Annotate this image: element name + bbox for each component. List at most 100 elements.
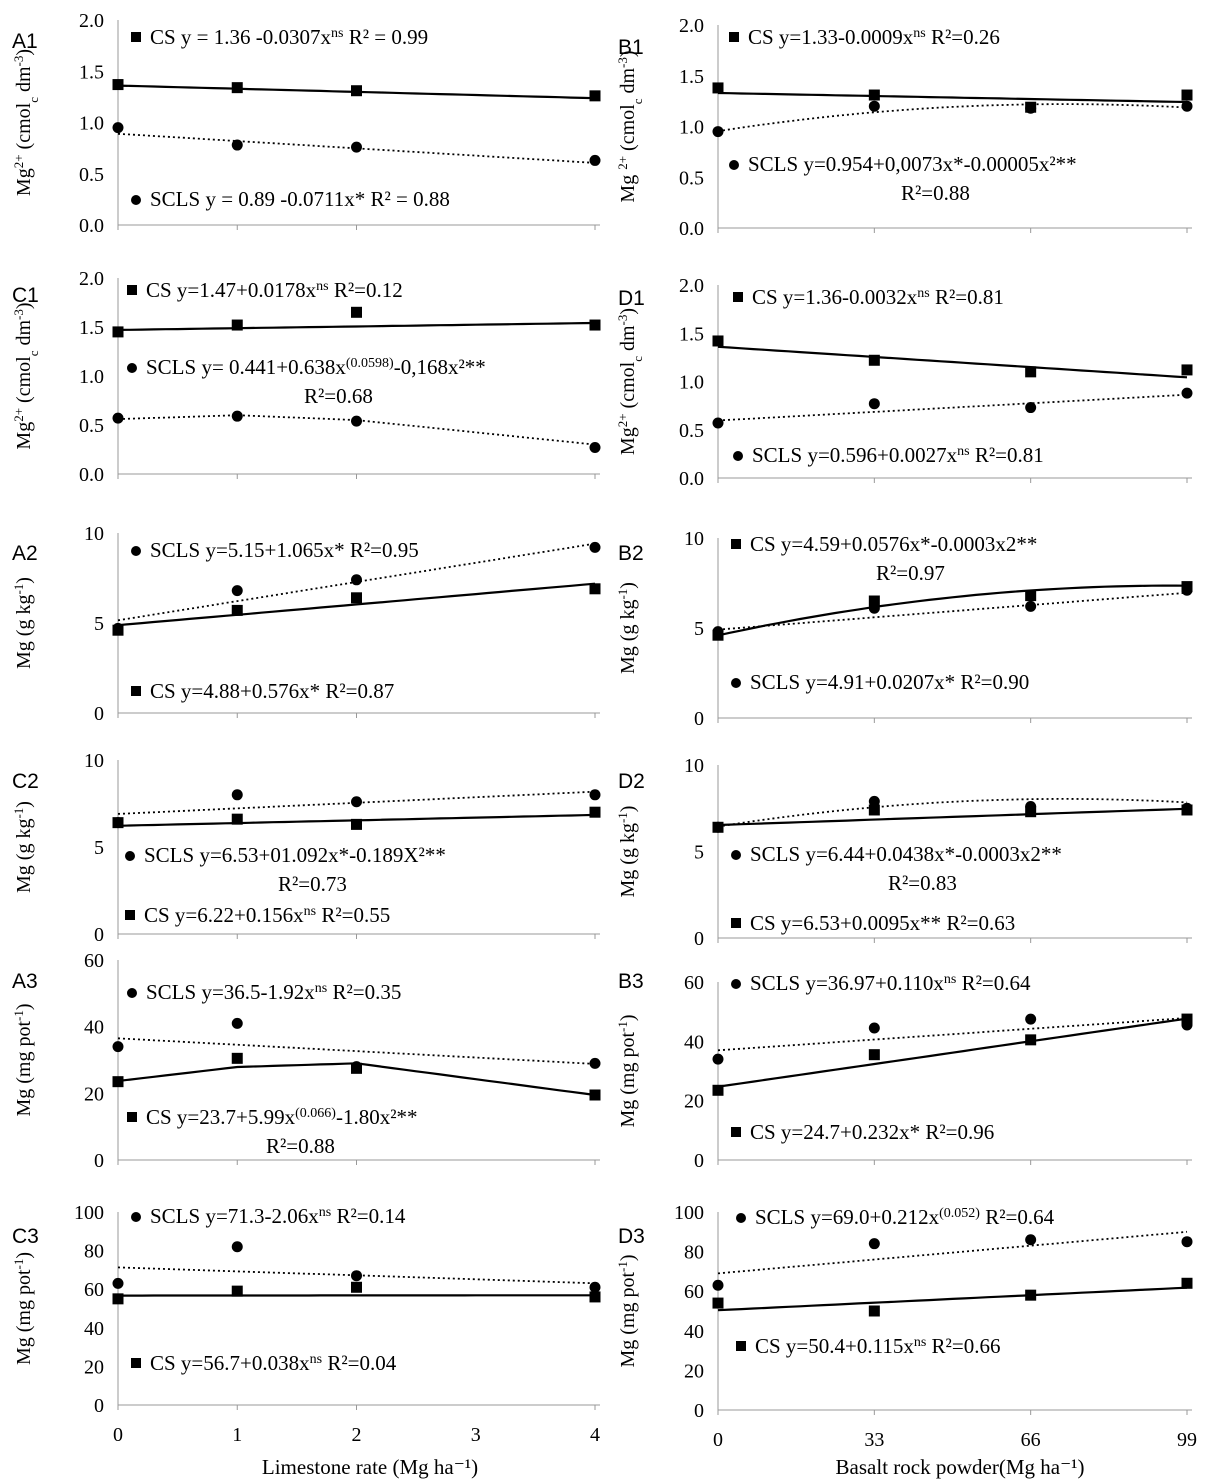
y-tick-label: 0.5 — [79, 164, 104, 186]
y-tick-label: 2.0 — [679, 15, 704, 37]
data-point-cs — [589, 1089, 601, 1101]
y-axis-label: Mg2+ (cmolc dm-3) — [11, 49, 41, 196]
data-point-cs — [112, 1076, 124, 1088]
data-point-cs — [351, 592, 362, 604]
y-tick-label: 0 — [94, 924, 104, 946]
legend-marker-cs — [731, 539, 741, 549]
legend-marker-scls — [131, 195, 141, 205]
y-tick-label: 1.5 — [79, 61, 104, 83]
data-point-scls — [712, 1053, 724, 1065]
y-tick-label: 0.5 — [79, 415, 104, 437]
data-point-cs — [231, 82, 243, 94]
data-point-cs — [112, 326, 124, 338]
equation-scls: SCLS y = 0.89 -0.0711x* R² = 0.88 — [150, 187, 450, 211]
x-axis-label-limestone: Limestone rate (Mg ha⁻¹) — [262, 1455, 478, 1479]
equation-cs: CS y=4.59+0.0576x*-0.0003x2** — [750, 532, 1037, 556]
trendline-cs — [717, 584, 1188, 637]
x-tick-label: 2 — [352, 1424, 362, 1446]
equation-scls: SCLS y=36.97+0.110xns R²=0.64 — [750, 971, 1031, 995]
y-tick-label: 40 — [84, 1318, 104, 1340]
legend-marker-cs — [736, 1341, 746, 1351]
legend-marker-scls — [125, 851, 135, 861]
y-tick-label: 5 — [694, 842, 704, 864]
data-point-scls — [868, 1238, 880, 1250]
y-tick-label: 5 — [694, 618, 704, 640]
panel-label: B1 — [618, 36, 644, 59]
trendline-cs — [717, 1017, 1188, 1088]
panel-b1: B1 2.0 1.5 1.0 0.5 0.0 Mg 2+ (cmolc dm-3) CS y=… — [615, 15, 1193, 240]
panel-label: B2 — [618, 542, 644, 565]
y-axis-label: Mg2+ (cmolc dm-3) — [615, 308, 645, 455]
panel-d3: D3 100 80 60 40 20 00 33 66 99 Mg (mg pot-1) SCLS y… — [615, 1202, 1198, 1451]
x-tick-label: 0 — [713, 1429, 723, 1451]
y-tick-label: 5 — [94, 613, 104, 635]
data-point-cs — [712, 1297, 724, 1309]
data-point-cs — [868, 89, 880, 101]
data-point-scls — [1025, 402, 1037, 414]
equation-scls: SCLS y= 0.441+0.638x(0.0598)-0,168x²** — [146, 355, 486, 379]
y-axis-label: Mg2+ (cmolc dm-3) — [11, 302, 41, 449]
x-tick-label: 66 — [1021, 1429, 1041, 1451]
data-point-scls — [868, 795, 880, 807]
legend-marker-scls — [731, 678, 741, 688]
legend-marker-cs — [131, 1358, 141, 1368]
y-tick-label: 10 — [684, 755, 704, 777]
legend-marker-cs — [127, 285, 137, 295]
data-point-scls — [231, 410, 243, 422]
panel-a3: A3 60 40 20 0 Mg (mg pot-1) SCLS y=36.5-1.92xn… — [11, 950, 601, 1172]
equation-cs: CS y=4.88+0.576x* R²=0.87 — [150, 679, 394, 703]
legend-marker-scls — [731, 979, 741, 989]
data-point-cs — [1025, 1034, 1037, 1046]
legend-marker-cs — [731, 1127, 741, 1137]
y-tick-label: 80 — [84, 1241, 104, 1263]
trendline-cs — [117, 321, 596, 331]
data-point-scls — [1181, 1236, 1193, 1248]
data-point-scls — [351, 415, 362, 427]
legend-marker-cs — [731, 918, 741, 928]
data-point-cs — [112, 817, 124, 829]
y-tick-label: 0.0 — [79, 464, 104, 486]
y-tick-label: 80 — [684, 1242, 704, 1264]
panel-c2: C2 10 5 0 Mg (g kg-1) SCLS y=6.53+01.092x*-0.… — [11, 750, 601, 946]
y-tick-label: 60 — [684, 972, 704, 994]
data-point-cs — [589, 1291, 601, 1303]
data-point-cs — [112, 1293, 124, 1305]
panel-label: D1 — [618, 287, 645, 310]
data-point-scls — [1181, 100, 1193, 112]
data-point-cs — [351, 306, 362, 318]
data-point-scls — [112, 1277, 124, 1289]
panel-a2: A2 10 5 0 Mg (g kg-1) SCLS y=5.15+1.065x* R²=… — [11, 523, 601, 725]
data-point-cs — [351, 85, 362, 97]
equation-scls: SCLS y=4.91+0.0207x* R²=0.90 — [750, 670, 1029, 694]
panel-label: A3 — [12, 970, 38, 993]
data-point-scls — [1025, 102, 1037, 114]
y-tick-label: 100 — [674, 1202, 704, 1224]
trendline-cs — [717, 1286, 1188, 1312]
y-tick-label: 10 — [84, 523, 104, 545]
trendline-scls — [717, 1230, 1188, 1275]
panel-label: A2 — [12, 542, 38, 565]
x-tick-label: 1 — [232, 1424, 242, 1446]
equation-cs: CS y=50.4+0.115xns R²=0.66 — [755, 1334, 1000, 1358]
y-tick-label: 5 — [94, 837, 104, 859]
y-axis-label: Mg 2+ (cmolc dm-3) — [615, 50, 645, 202]
y-axis-label: Mg (g kg-1) — [615, 582, 640, 674]
data-point-cs — [712, 82, 724, 94]
legend-marker-scls — [127, 363, 137, 373]
panel-c1: C1 2.0 1.5 1.0 0.5 0.0 Mg2+ (cmolc dm-3) CS y=1… — [11, 268, 601, 486]
y-tick-label: 1.0 — [679, 372, 704, 394]
equation-scls: SCLS y=0.954+0,0073x*-0.00005x²** — [748, 152, 1077, 176]
equation-cs: CS y = 1.36 -0.0307xns R² = 0.99 — [150, 25, 428, 49]
equation-cs: CS y=56.7+0.038xns R²=0.04 — [150, 1351, 397, 1375]
panel-label: C3 — [12, 1225, 39, 1248]
legend-marker-cs — [131, 32, 141, 42]
x-tick-label: 33 — [864, 1429, 884, 1451]
y-axis-label: Mg (mg pot-1) — [615, 1254, 640, 1367]
x-tick-label: 3 — [471, 1424, 481, 1446]
equation-r2-cs: R²=0.97 — [876, 561, 945, 585]
y-tick-label: 0 — [694, 928, 704, 950]
x-tick-label: 4 — [590, 1424, 600, 1446]
y-tick-label: 1.5 — [79, 317, 104, 339]
data-point-scls — [712, 126, 724, 138]
